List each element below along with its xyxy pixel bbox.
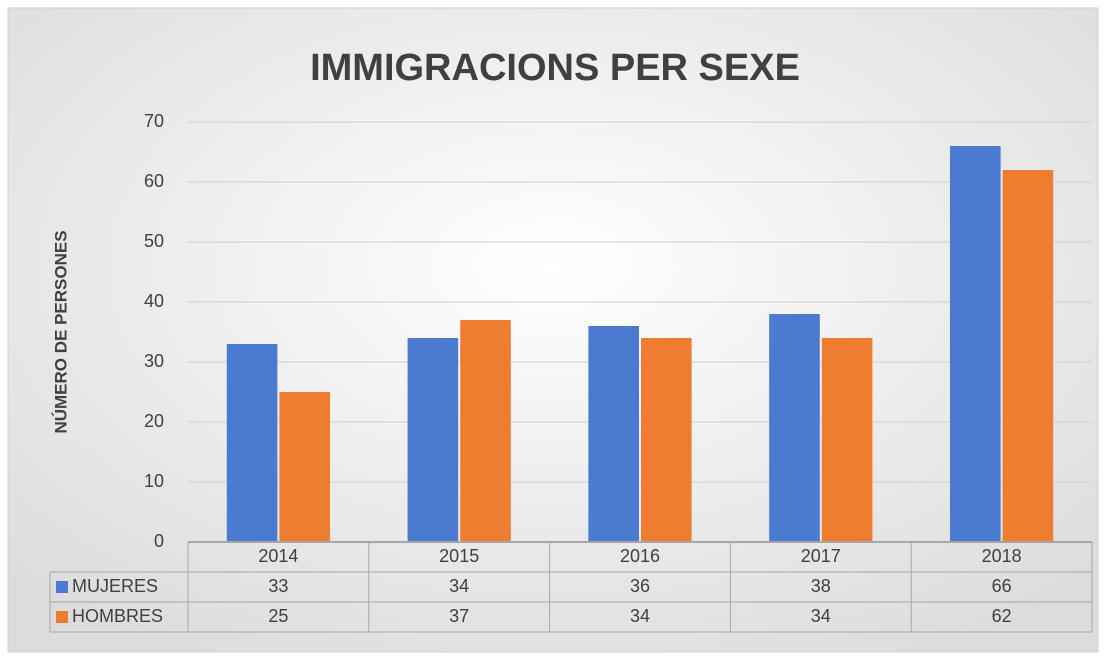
y-tick-label: 10 — [144, 471, 164, 491]
legend-key — [56, 611, 68, 623]
bar — [1002, 170, 1054, 542]
y-axis-title: NÚMERO DE PERSONES — [51, 230, 70, 433]
y-tick-label: 60 — [144, 171, 164, 191]
bar — [821, 338, 873, 542]
x-tick-label: 2015 — [439, 546, 479, 566]
y-tick-label: 50 — [144, 231, 164, 251]
table-value: 37 — [449, 606, 469, 626]
chart-background — [7, 7, 1099, 653]
x-tick-label: 2018 — [982, 546, 1022, 566]
y-tick-label: 40 — [144, 291, 164, 311]
y-tick-label: 0 — [154, 531, 164, 551]
legend-label: MUJERES — [72, 576, 158, 596]
chart-title: IMMIGRACIONS PER SEXE — [310, 47, 800, 89]
bar — [641, 338, 692, 542]
legend-key — [56, 581, 68, 593]
bar — [226, 344, 278, 542]
bar — [407, 338, 459, 542]
bar — [460, 320, 511, 542]
y-tick-label: 30 — [144, 351, 164, 371]
table-value: 66 — [992, 576, 1012, 596]
table-value: 34 — [630, 606, 650, 626]
table-value: 62 — [992, 606, 1012, 626]
x-tick-label: 2014 — [258, 546, 298, 566]
table-value: 33 — [268, 576, 288, 596]
bar — [279, 392, 331, 542]
y-tick-label: 20 — [144, 411, 164, 431]
x-tick-label: 2016 — [620, 546, 660, 566]
bar — [588, 326, 639, 542]
table-value: 25 — [268, 606, 288, 626]
table-value: 36 — [630, 576, 650, 596]
table-value: 34 — [811, 606, 831, 626]
y-tick-label: 70 — [144, 111, 164, 131]
bar — [949, 146, 1001, 542]
table-value: 38 — [811, 576, 831, 596]
x-tick-label: 2017 — [801, 546, 841, 566]
legend-label: HOMBRES — [72, 606, 163, 626]
table-value: 34 — [449, 576, 469, 596]
bar — [769, 314, 820, 542]
